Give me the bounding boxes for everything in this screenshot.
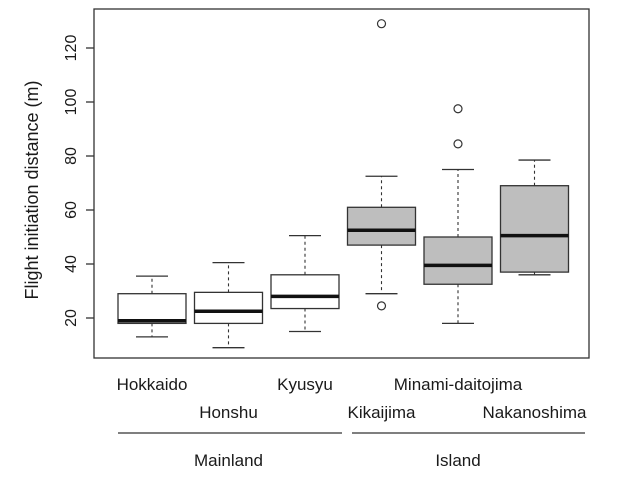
- box-honshu: [193, 261, 264, 349]
- x-category-label: Kyusyu: [277, 375, 333, 394]
- iqr-box: [346, 206, 417, 246]
- y-tick-label: 60: [63, 201, 80, 219]
- y-tick-label: 20: [63, 309, 80, 327]
- y-tick-label: 120: [63, 35, 80, 62]
- iqr-box: [270, 274, 340, 310]
- outlier-point: [376, 301, 387, 311]
- boxes-layer: [117, 19, 570, 349]
- x-axis-labels: Hokkaido Honshu Kyusyu Kikaijima Minami-dait…: [117, 375, 587, 422]
- y-tick-label: 80: [63, 147, 80, 165]
- outlier-point: [453, 104, 463, 114]
- x-category-label: Kikaijima: [347, 403, 416, 422]
- group-label: Mainland: [194, 451, 263, 470]
- x-category-label: Honshu: [199, 403, 258, 422]
- iqr-box: [193, 291, 264, 325]
- box-kyusyu: [270, 234, 340, 333]
- plot-area: [93, 8, 590, 359]
- y-axis: 20 40 60 80 100 120: [63, 35, 94, 327]
- y-tick-label: 40: [63, 255, 80, 273]
- group-label: Island: [435, 451, 480, 470]
- iqr-box: [117, 293, 187, 325]
- box-nakanoshima: [499, 159, 570, 276]
- y-tick-label: 100: [63, 89, 80, 116]
- x-category-label: Nakanoshima: [483, 403, 587, 422]
- plot-border: [93, 8, 590, 359]
- x-category-label: Minami-daitojima: [394, 375, 523, 394]
- group-brackets: Mainland Island: [118, 432, 585, 470]
- outlier-point: [453, 139, 463, 149]
- box-minami-daitojima: [423, 104, 493, 325]
- box-hokkaido: [117, 275, 187, 338]
- x-category-label: Hokkaido: [117, 375, 188, 394]
- iqr-box: [423, 236, 493, 285]
- box-kikaijima: [346, 19, 417, 311]
- outlier-point: [376, 19, 387, 29]
- iqr-box: [499, 185, 570, 273]
- y-axis-label: Flight initiation distance (m): [22, 80, 42, 299]
